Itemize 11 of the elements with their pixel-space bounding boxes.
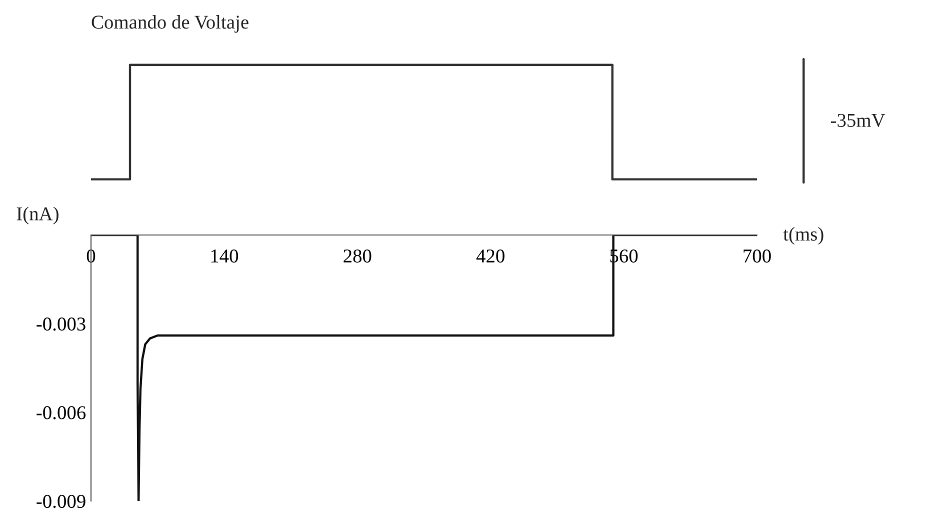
chart-title: Comando de Voltaje [92, 15, 248, 33]
x-tick-label: 140 [211, 249, 238, 263]
x-tick-label: 700 [744, 249, 771, 263]
x-tick-label: 420 [476, 249, 504, 263]
y-tick-label: -0.006 [36, 406, 86, 420]
y-tick-label: -0.009 [36, 494, 86, 508]
y-axis-title: I(nA) [16, 206, 58, 224]
text: -35mV [830, 114, 886, 128]
y-tick-label: -0.003 [36, 317, 86, 331]
x-tick-label: 280 [344, 249, 372, 263]
x-axis-title: t(ms) [783, 227, 824, 245]
